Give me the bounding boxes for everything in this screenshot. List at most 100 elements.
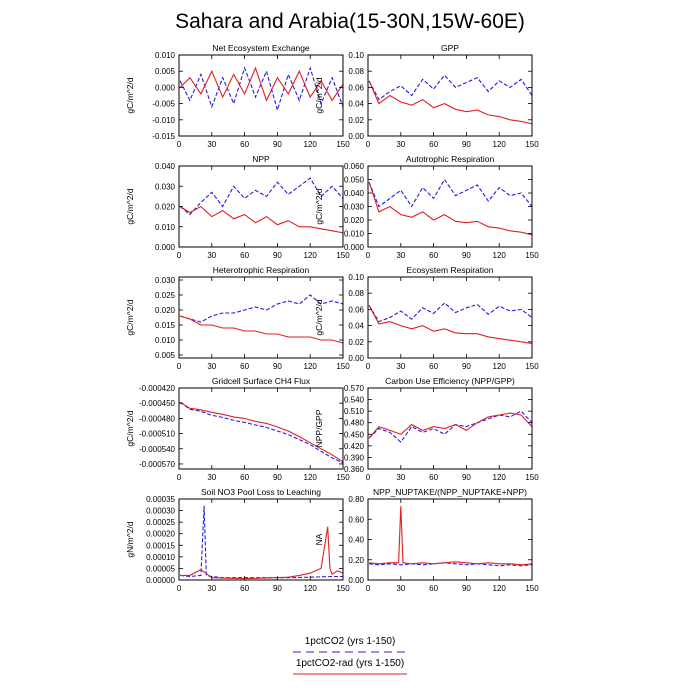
- y-tick-label: 0.360: [344, 465, 365, 474]
- x-tick-label: 90: [273, 251, 282, 260]
- y-axis-label: gC/m^2/d: [125, 77, 135, 113]
- y-axis-label: gN/m^2/d: [125, 521, 135, 557]
- y-tick-label: -0.000540: [139, 445, 176, 454]
- y-tick-label: 0.540: [344, 396, 365, 405]
- x-tick-label: 150: [336, 251, 350, 260]
- x-tick-label: 90: [273, 362, 282, 371]
- y-tick-label: 0.06: [348, 305, 364, 314]
- y-tick-label: 0.00: [348, 354, 364, 363]
- y-tick-label: 0.00030: [146, 507, 175, 516]
- x-tick-label: 0: [366, 584, 371, 593]
- y-tick-label: 0.570: [344, 384, 365, 393]
- legend-entry-1pctco2: 1pctCO2 (yrs 1-150): [250, 636, 450, 660]
- y-tick-label: 0.00000: [146, 576, 175, 585]
- panel-8: Soil NO3 Pool Loss to Leaching gN/m^2/d 0 3…: [125, 487, 350, 593]
- x-tick-label: 90: [462, 140, 471, 149]
- x-tick-label: 120: [304, 473, 318, 482]
- y-tick-label: 0.510: [344, 407, 365, 416]
- x-tick-label: 60: [429, 140, 438, 149]
- y-tick-label: 0.04: [348, 100, 364, 109]
- y-tick-label: 0.020: [155, 306, 176, 315]
- figure-title: Sahara and Arabia(15-30N,15W-60E): [175, 10, 525, 33]
- y-tick-label: 0.420: [344, 442, 365, 451]
- x-tick-label: 90: [462, 251, 471, 260]
- x-tick-label: 90: [273, 473, 282, 482]
- panel-title: Gridcell Surface CH4 Flux: [212, 376, 311, 386]
- panel-5: Ecosystem Respiration gC/m^2/d 0 30 60 90 120 1…: [314, 265, 539, 371]
- y-axis-label: gC/m^2/d: [125, 188, 135, 224]
- y-tick-label: -0.010: [152, 116, 175, 125]
- x-tick-label: 30: [396, 584, 405, 593]
- y-tick-label: 0.000: [155, 83, 176, 92]
- y-tick-label: -0.005: [152, 100, 175, 109]
- y-tick-label: 0.60: [348, 515, 364, 524]
- y-axis-label: gC/m^2/d: [314, 77, 324, 113]
- plot-frame: [367, 498, 533, 581]
- x-tick-label: 150: [525, 140, 539, 149]
- y-tick-label: 0.060: [344, 162, 365, 171]
- y-tick-label: 0.10: [348, 51, 364, 60]
- plot-frame: [367, 54, 533, 137]
- x-tick-label: 0: [177, 473, 182, 482]
- legend-swatch-solid: [293, 673, 407, 675]
- panel-title: Net Ecosystem Exchange: [212, 43, 310, 53]
- panel-title: Carbon Use Efficiency (NPP/GPP): [385, 376, 515, 386]
- x-tick-label: 60: [429, 251, 438, 260]
- x-tick-label: 90: [273, 584, 282, 593]
- y-tick-label: 0.000: [155, 243, 176, 252]
- y-tick-label: 0.010: [344, 230, 365, 239]
- y-tick-label: 0.000: [344, 243, 365, 252]
- y-axis-label: gC/m^2/d: [314, 299, 324, 335]
- legend-swatch-dashed: [293, 651, 407, 653]
- series-line-1: [179, 66, 344, 102]
- x-tick-label: 60: [240, 251, 249, 260]
- x-tick-label: 0: [366, 140, 371, 149]
- x-tick-label: 60: [429, 473, 438, 482]
- panel-6: Gridcell Surface CH4 Flux gC/m^2/d 0 30 60 90…: [125, 376, 350, 482]
- series-line-1: [179, 401, 344, 463]
- y-tick-label: 0.450: [344, 430, 365, 439]
- y-tick-label: 0.00005: [146, 564, 175, 573]
- x-tick-label: 90: [273, 140, 282, 149]
- x-tick-label: 30: [207, 362, 216, 371]
- y-tick-label: 0.480: [344, 419, 365, 428]
- x-tick-label: 150: [336, 140, 350, 149]
- series-line-1: [368, 412, 533, 439]
- y-tick-label: 0.00035: [146, 495, 175, 504]
- y-tick-label: 0.02: [348, 338, 364, 347]
- plot-frame: [178, 498, 344, 581]
- panel-title: NPP: [252, 154, 270, 164]
- y-tick-label: -0.000450: [139, 399, 176, 408]
- x-tick-label: 150: [336, 362, 350, 371]
- panel-title: Heterotrophic Respiration: [213, 265, 310, 275]
- panel-0: Net Ecosystem Exchange gC/m^2/d 0 30 60 90 120…: [125, 43, 350, 149]
- panel-4: Heterotrophic Respiration gC/m^2/d 0 30 60 90…: [125, 265, 350, 371]
- x-tick-label: 120: [493, 251, 507, 260]
- panel-3: Autotrophic Respiration gC/m^2/d 0 30 60 90 12…: [314, 154, 539, 260]
- y-tick-label: 0.08: [348, 289, 364, 298]
- series-line-0: [368, 178, 533, 208]
- x-tick-label: 120: [304, 362, 318, 371]
- series-line-1: [369, 506, 533, 566]
- y-axis-label: gC/m^2/d: [314, 188, 324, 224]
- y-tick-label: 0.00: [348, 576, 364, 585]
- y-axis-label: gC/m^2/d: [125, 299, 135, 335]
- legend-label: 1pctCO2 (yrs 1-150): [304, 636, 396, 647]
- y-tick-label: 0.005: [155, 67, 176, 76]
- y-tick-label: 0.00020: [146, 530, 175, 539]
- series-line-0: [368, 410, 533, 443]
- y-tick-label: 0.390: [344, 453, 365, 462]
- x-tick-label: 120: [304, 251, 318, 260]
- y-tick-label: 0.10: [348, 273, 364, 282]
- panel-title: Soil NO3 Pool Loss to Leaching: [201, 487, 321, 497]
- x-tick-label: 90: [462, 473, 471, 482]
- x-tick-label: 0: [177, 362, 182, 371]
- y-tick-label: 0.20: [348, 556, 364, 565]
- y-tick-label: 0.010: [155, 51, 176, 60]
- x-tick-label: 120: [493, 362, 507, 371]
- x-tick-label: 90: [462, 362, 471, 371]
- panel-title: NPP_NUPTAKE/(NPP_NUPTAKE+NPP): [373, 487, 527, 497]
- series-line-0: [179, 177, 344, 216]
- y-tick-label: 0.015: [155, 321, 176, 330]
